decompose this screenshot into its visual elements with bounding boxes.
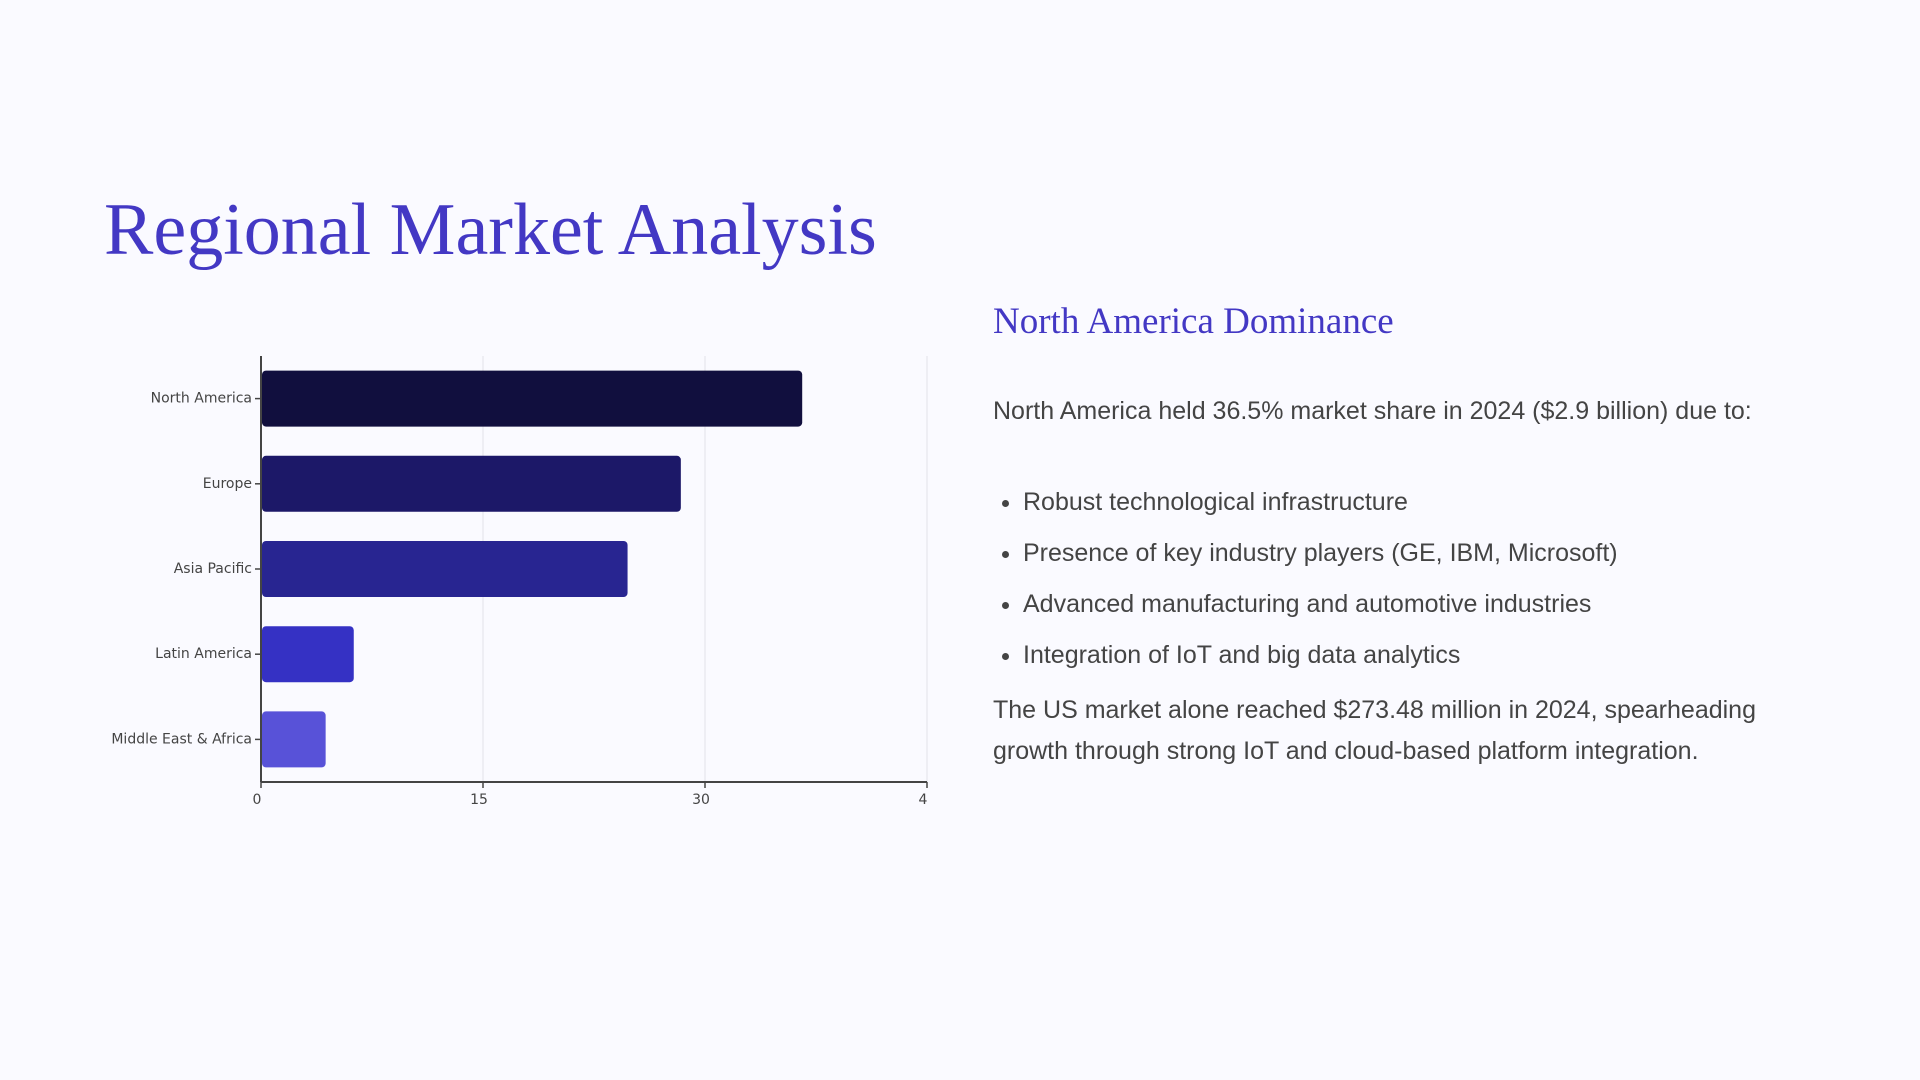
bullet: Advanced manufacturing and automotive in… (1023, 584, 1833, 625)
panel-heading: North America Dominance (993, 301, 1394, 342)
y-tick-label: Europe (203, 476, 252, 492)
bullet: Robust technological infrastructure (1023, 482, 1833, 523)
bar (262, 370, 803, 427)
chart: 0 15 30 4 North America Europe Asia Pacific Lat… (111, 356, 928, 808)
bullet: Presence of key industry players (GE, IB… (1023, 533, 1833, 574)
bullet-list: Robust technological infrastructure Prese… (993, 482, 1833, 676)
bar (262, 711, 326, 768)
x-tick-label: 15 (470, 792, 488, 808)
bar (262, 455, 681, 512)
y-tick-label: North America (151, 391, 252, 407)
closing-text: The US market alone reached $273.48 mill… (993, 696, 1756, 765)
bullet: Integration of IoT and big data analytic… (1023, 635, 1833, 676)
x-tick-label: 30 (692, 792, 710, 808)
text-panel: North America Dominance North America he… (993, 300, 1833, 772)
y-tick-label: Middle East & Africa (111, 731, 252, 747)
y-tick-label: Latin America (155, 646, 252, 662)
x-tick-label: 4 (919, 792, 928, 808)
x-tick-label: 0 (253, 792, 262, 808)
slide-title: Regional Market Analysis (104, 189, 877, 271)
bar (262, 541, 628, 597)
intro-text: North America held 36.5% market share in… (993, 397, 1752, 425)
y-tick-label: Asia Pacific (174, 561, 252, 577)
bar (262, 626, 354, 683)
